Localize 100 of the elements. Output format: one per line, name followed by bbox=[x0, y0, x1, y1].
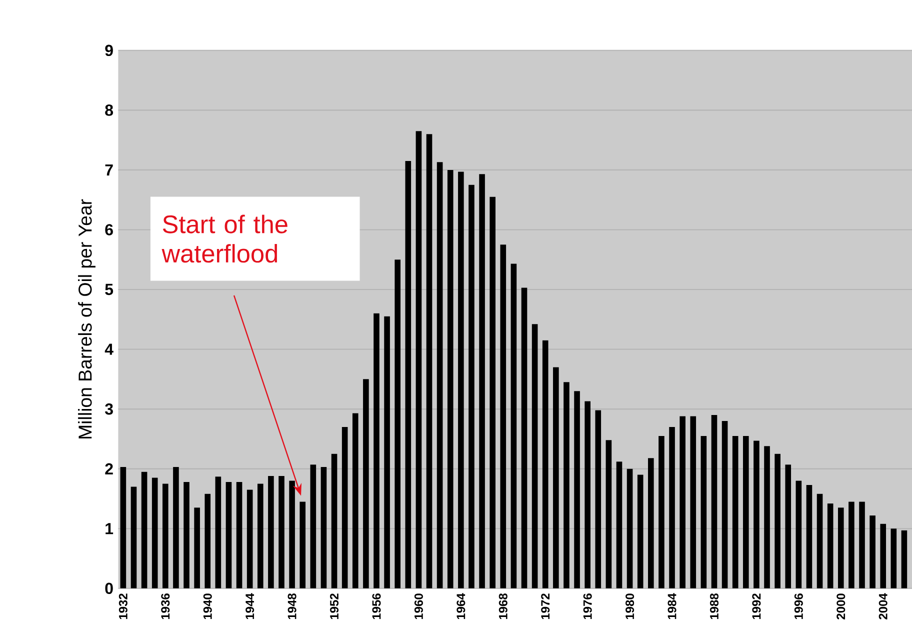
y-tick-label: 5 bbox=[105, 284, 114, 296]
x-tick-label: 2004 bbox=[878, 593, 888, 620]
bar bbox=[880, 524, 886, 588]
bar bbox=[901, 530, 908, 588]
bar bbox=[490, 196, 496, 588]
bar bbox=[870, 515, 876, 588]
bar bbox=[700, 436, 707, 588]
bar bbox=[816, 494, 823, 588]
bar bbox=[827, 504, 834, 588]
bar bbox=[648, 458, 654, 588]
bar bbox=[363, 379, 369, 588]
x-tick-label: 1988 bbox=[710, 593, 718, 620]
annotation: Start of the waterflood bbox=[162, 214, 288, 263]
bar bbox=[743, 436, 749, 588]
bar bbox=[732, 436, 738, 588]
bar bbox=[606, 440, 612, 588]
x-tick-label: 1968 bbox=[498, 593, 508, 620]
x-tick-label: 1952 bbox=[330, 594, 339, 620]
bar bbox=[711, 415, 718, 588]
bar bbox=[690, 416, 696, 588]
y-tick-label: 2 bbox=[105, 463, 113, 474]
bar bbox=[226, 482, 232, 588]
bar bbox=[669, 426, 675, 588]
bar bbox=[510, 264, 517, 588]
bar bbox=[626, 468, 633, 588]
bar bbox=[416, 131, 422, 588]
bar bbox=[436, 162, 443, 588]
x-tick-label: 1964 bbox=[456, 593, 466, 620]
y-axis-title: Million Barrels of Oil per Year bbox=[78, 199, 96, 438]
x-tick-label: 1944 bbox=[246, 593, 254, 620]
bar bbox=[300, 502, 306, 588]
bar bbox=[574, 391, 580, 588]
x-tick-label: 1972 bbox=[541, 594, 550, 620]
bar bbox=[236, 482, 242, 588]
bar bbox=[458, 172, 464, 588]
bar bbox=[796, 480, 802, 588]
bar bbox=[447, 170, 454, 588]
bar bbox=[564, 382, 570, 588]
bar bbox=[120, 467, 126, 588]
bar bbox=[479, 174, 485, 588]
x-tick-label: 1976 bbox=[583, 594, 592, 620]
bar bbox=[173, 467, 179, 588]
x-tick-label: 1984 bbox=[668, 593, 676, 620]
x-tick-label: 1940 bbox=[203, 594, 212, 620]
bar bbox=[542, 340, 548, 588]
bar bbox=[278, 476, 284, 588]
bar bbox=[553, 367, 559, 588]
bar bbox=[405, 160, 412, 588]
bar bbox=[616, 462, 622, 588]
bar bbox=[584, 401, 590, 588]
x-tick-label: 1992 bbox=[752, 594, 761, 620]
bar bbox=[141, 472, 148, 588]
bar bbox=[532, 324, 538, 588]
bar bbox=[215, 476, 222, 588]
y-tick-label: 1 bbox=[106, 523, 114, 534]
bar bbox=[785, 464, 792, 588]
bar bbox=[331, 454, 338, 588]
x-tick-label: 1980 bbox=[626, 594, 634, 620]
bar bbox=[848, 502, 854, 588]
bar bbox=[352, 413, 358, 588]
y-tick-label: 4 bbox=[104, 344, 114, 355]
x-tick-label: 1932 bbox=[118, 594, 128, 620]
bar bbox=[246, 490, 253, 588]
bar bbox=[426, 134, 432, 588]
bar bbox=[680, 416, 686, 588]
x-tick-label: 1948 bbox=[288, 593, 296, 620]
bar bbox=[722, 421, 728, 588]
bar bbox=[394, 260, 401, 588]
bar bbox=[130, 486, 137, 588]
bar bbox=[500, 244, 506, 588]
bar bbox=[754, 440, 760, 588]
x-tick-label: 1996 bbox=[794, 594, 803, 620]
x-tick-label: 1936 bbox=[161, 594, 170, 620]
bar bbox=[320, 467, 327, 588]
y-tick-label: 8 bbox=[105, 104, 114, 116]
bar bbox=[310, 464, 316, 588]
bar bbox=[204, 494, 211, 588]
bar bbox=[268, 476, 274, 588]
bar bbox=[374, 313, 380, 588]
bar bbox=[162, 484, 168, 588]
y-tick-label: 0 bbox=[105, 582, 113, 594]
x-tick-label: 1960 bbox=[414, 594, 423, 620]
bar bbox=[184, 482, 190, 588]
bar bbox=[468, 184, 474, 588]
x-tick-label: 2000 bbox=[836, 594, 846, 620]
bar bbox=[257, 484, 264, 588]
bar bbox=[838, 508, 844, 588]
bar bbox=[774, 454, 780, 588]
bar bbox=[152, 478, 158, 588]
y-tick-label: 9 bbox=[105, 44, 113, 56]
bar bbox=[342, 426, 348, 588]
y-tick-label: 7 bbox=[105, 164, 113, 176]
bar bbox=[806, 484, 812, 588]
bar bbox=[595, 410, 602, 588]
y-tick-label: 3 bbox=[104, 403, 113, 415]
bar bbox=[194, 508, 200, 588]
bar bbox=[289, 480, 295, 588]
y-tick-label: 6 bbox=[105, 224, 113, 236]
bar bbox=[637, 474, 644, 588]
bar bbox=[890, 528, 897, 588]
